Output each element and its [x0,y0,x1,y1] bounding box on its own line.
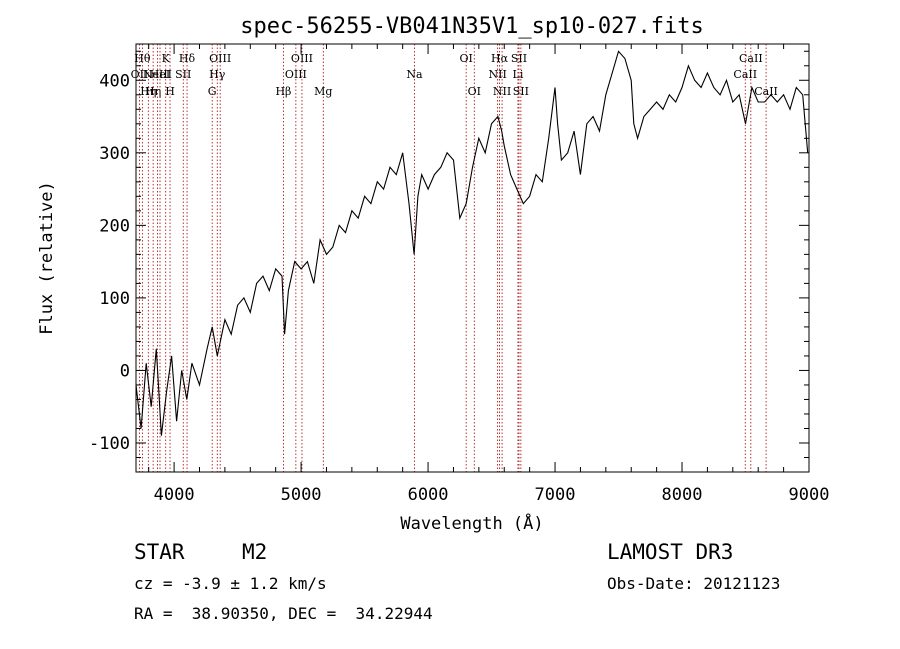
chart-title: spec-56255-VB041N35V1_sp10-027.fits [240,14,704,39]
emission-line-label: CaII [733,68,757,81]
emission-line-label: G [208,85,217,98]
emission-line-label: CaII [739,52,763,65]
emission-line-label: Hθ [134,52,151,65]
x-tick-label: 9000 [789,485,830,505]
emission-line-label: NII [488,68,506,81]
emission-line-label: Hβ [275,85,291,98]
emission-line-label: OIII [209,52,231,65]
x-axis-label: Wavelength (Å) [400,512,543,534]
emission-line-label: OI [459,52,472,65]
plot-frame [135,43,810,473]
emission-line-label: NII [493,85,511,98]
emission-line-label: OII [131,68,149,81]
emission-line-label: H [165,85,175,98]
y-tick-label: 100 [99,289,130,309]
coordinates: RA = 38.90350, DEC = 34.22944 [134,604,433,623]
object-class: STAR [134,540,185,564]
emission-line-label: NeIII [143,68,172,81]
y-tick-label: 300 [99,144,130,164]
emission-line-label: CaII [754,85,778,98]
emission-line-label: OI [468,85,481,98]
x-tick-label: 6000 [408,485,449,505]
emission-line-label: Hδ [179,52,196,65]
x-tick-label: 4000 [154,485,195,505]
emission-line-label: Hη [145,85,161,98]
observation-date: Obs-Date: 20121123 [607,574,781,593]
emission-line-label: Li [513,68,524,81]
emission-line-label: OIII [285,68,307,81]
emission-line-label: Na [406,68,423,81]
spectrum-line [135,50,809,436]
emission-line-label: SII [175,68,191,81]
y-axis-label: Flux (relative) [37,181,57,335]
emission-line-label: HeI [150,68,170,81]
y-tick-label: 400 [99,71,130,91]
emission-line-label: Hγ [209,68,226,81]
emission-line-label: OIII [291,52,313,65]
emission-line-label: SII [511,52,527,65]
redshift-value: cz = -3.9 ± 1.2 km/s [134,574,327,593]
y-tick-label: -100 [89,434,130,454]
emission-line-label: Mg [314,85,332,98]
emission-line-label: K [162,52,171,65]
y-tick-label: 0 [120,361,130,381]
emission-lines [139,44,767,472]
survey-name: LAMOST DR3 [607,540,734,564]
emission-line-labels: OIIHθHηHηNeIIIHeIKHSIIHδGHγOIIIHβOIIIOII… [131,52,778,98]
x-tick-label: 8000 [662,485,703,505]
x-tick-label: 7000 [535,485,576,505]
y-tick-label: 200 [99,216,130,236]
emission-line-label: Hη [140,85,156,98]
emission-line-label: Hα [491,52,509,65]
object-subclass: M2 [242,540,268,564]
emission-line-label: SII [513,85,529,98]
x-tick-label: 5000 [281,485,322,505]
axis-ticks: 4000 5000 6000 7000 8000 9000 -100 0 100 200 300 40… [89,44,829,505]
